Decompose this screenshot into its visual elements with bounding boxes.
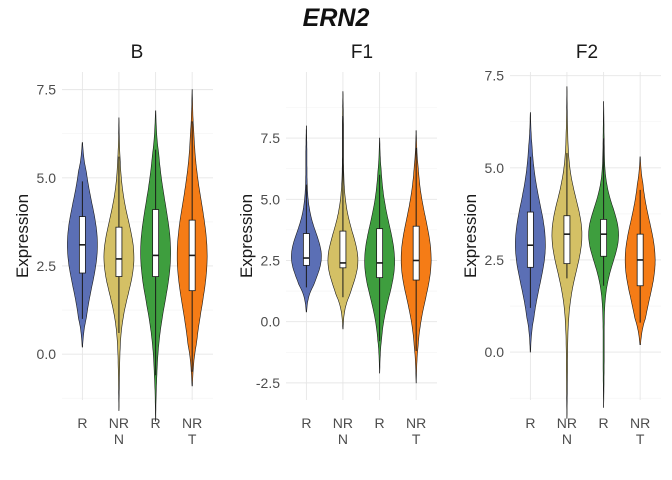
box-iqr <box>412 225 420 281</box>
y-tick-label: 0.0 <box>261 314 281 330</box>
y-tick-label: 0.0 <box>37 346 57 362</box>
x-tick-label: N <box>338 431 348 447</box>
box-iqr <box>563 215 571 265</box>
x-tick-label: NR <box>630 415 650 431</box>
y-tick-label: 2.5 <box>261 252 281 268</box>
x-tick-label: R <box>301 415 311 431</box>
y-tick-label: 5.0 <box>261 191 281 207</box>
x-tick-label: NR <box>557 415 577 431</box>
x-tick-label: T <box>188 431 197 447</box>
y-axis-title: Expression <box>237 194 256 278</box>
y-tick-label: 2.5 <box>37 258 57 274</box>
panel-title: B <box>131 42 144 63</box>
box-iqr <box>152 209 160 277</box>
y-tick-label: 0.0 <box>485 344 505 360</box>
x-tick-label: T <box>636 431 645 447</box>
y-tick-label: 5.0 <box>485 160 505 176</box>
y-tick-label: 7.5 <box>37 82 57 98</box>
y-tick-label: 7.5 <box>261 130 281 146</box>
panel-title: F2 <box>576 42 598 63</box>
x-tick-label: NR <box>406 415 426 431</box>
y-axis-title: Expression <box>461 194 480 278</box>
chart-title: ERN2 <box>302 4 370 32</box>
x-tick-label: NR <box>333 415 353 431</box>
x-tick-label: N <box>562 431 572 447</box>
x-tick-label: R <box>375 415 385 431</box>
x-tick-label: N <box>114 431 124 447</box>
x-tick-label: R <box>525 415 535 431</box>
x-tick-label: NR <box>109 415 129 431</box>
y-tick-label: 5.0 <box>37 170 57 186</box>
x-tick-label: T <box>412 431 421 447</box>
panel-title: F1 <box>351 42 373 63</box>
x-tick-label: R <box>599 415 609 431</box>
box-iqr <box>526 211 534 268</box>
x-tick-label: NR <box>182 415 202 431</box>
box-iqr <box>339 230 347 269</box>
x-tick-label: R <box>77 415 87 431</box>
box-iqr <box>115 226 123 277</box>
box-iqr <box>302 233 310 266</box>
x-tick-label: R <box>151 415 161 431</box>
y-axis-title: Expression <box>13 194 32 278</box>
box-iqr <box>376 228 384 279</box>
y-tick-label: 2.5 <box>485 252 505 268</box>
y-tick-label: -2.5 <box>256 375 280 391</box>
box-iqr <box>600 219 608 257</box>
y-tick-label: 7.5 <box>485 68 505 84</box>
